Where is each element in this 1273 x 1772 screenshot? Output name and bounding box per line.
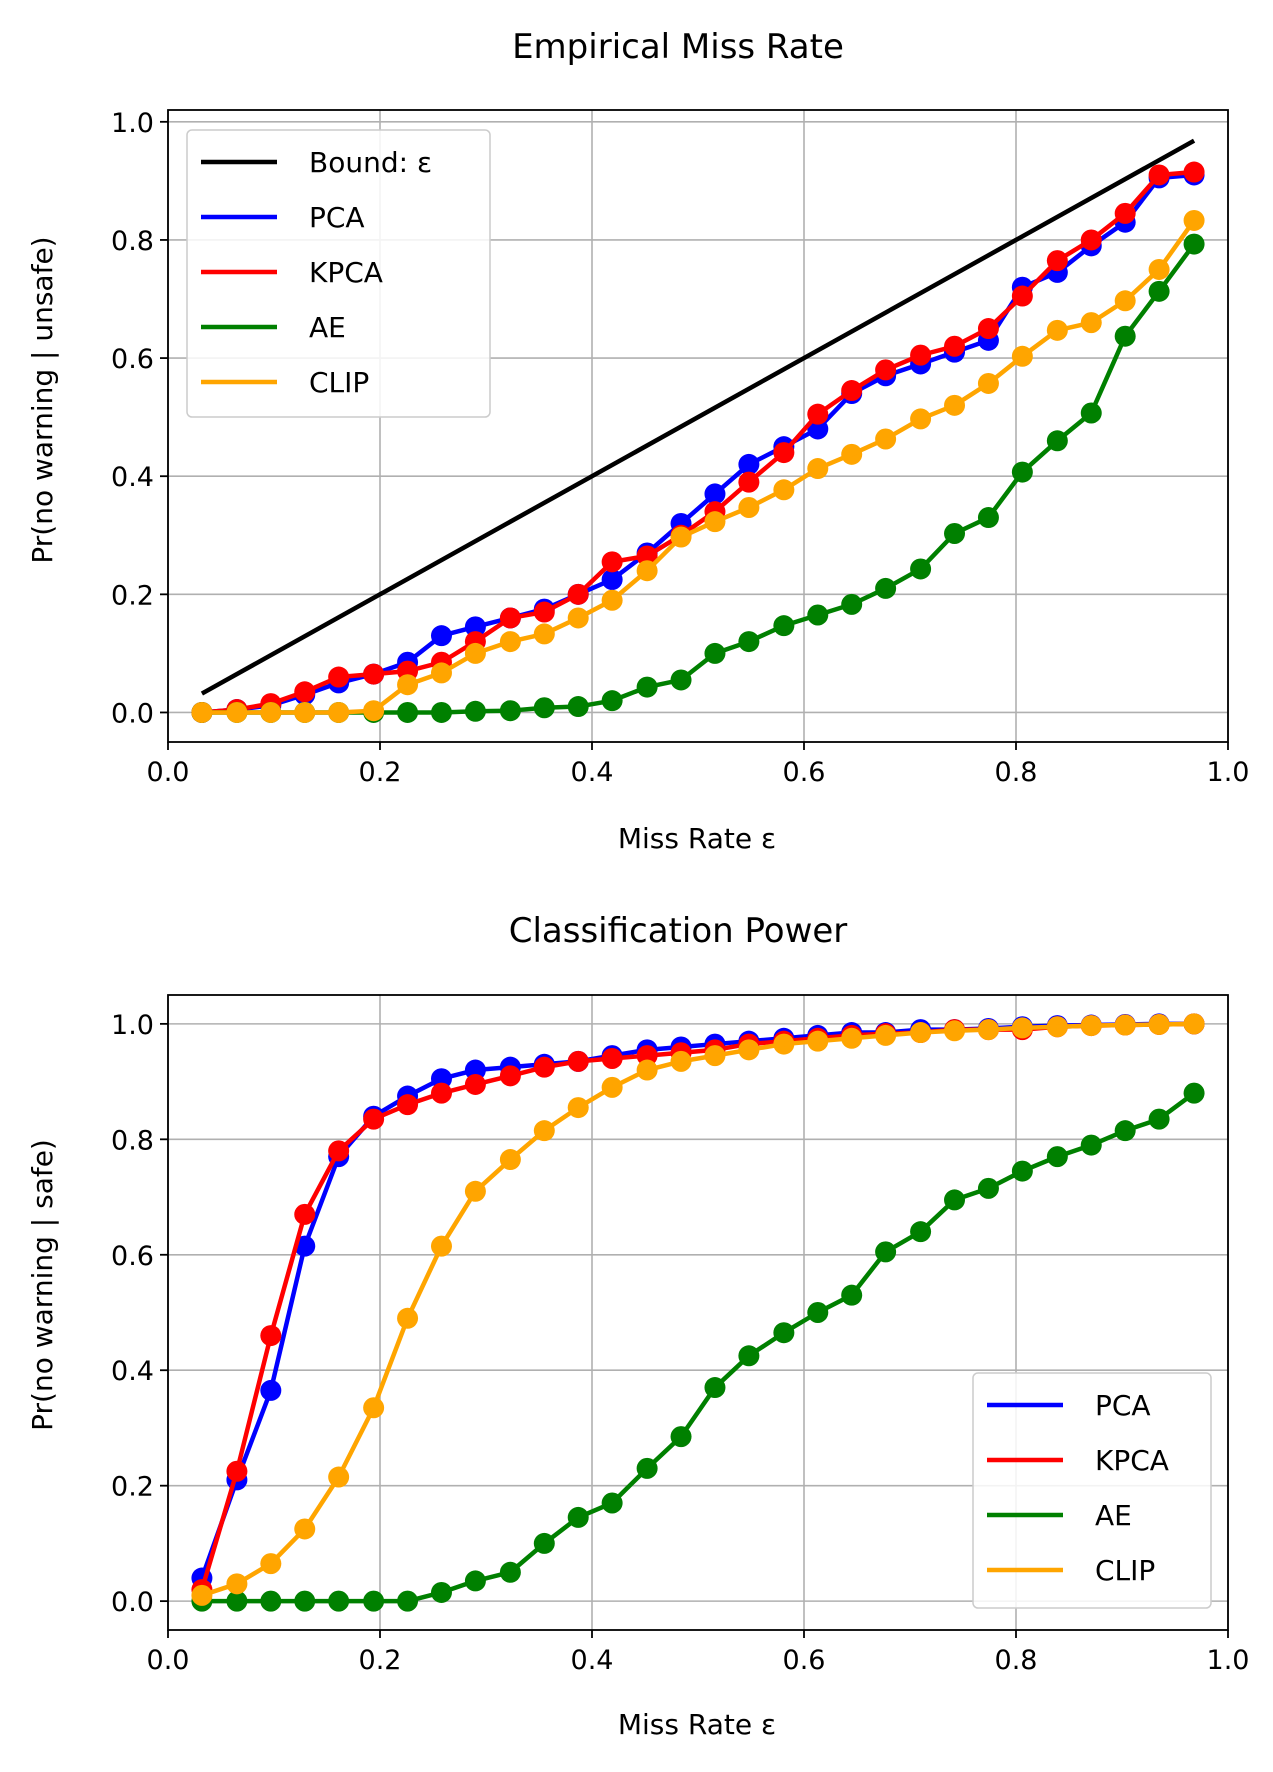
x-tick-label: 0.4 — [571, 757, 614, 788]
series-line-clip — [201, 219, 1196, 715]
x-tick-label: 1.0 — [1207, 1645, 1250, 1676]
y-tick-label: 0.6 — [111, 1241, 154, 1272]
legend-label: KPCA — [1095, 1444, 1169, 1477]
legend-label: CLIP — [309, 366, 369, 399]
legend-label: PCA — [309, 201, 365, 234]
legend-box — [186, 129, 491, 418]
x-axis-label: Miss Rate ε — [618, 1708, 776, 1741]
y-tick-label: 0.0 — [111, 698, 154, 729]
y-axis-label: Pr(no warning | unsafe) — [26, 236, 59, 563]
y-tick-label: 0.8 — [111, 1125, 154, 1156]
series-clip — [191, 209, 1205, 723]
x-tick-label: 1.0 — [1207, 757, 1250, 788]
legend-label: KPCA — [309, 256, 383, 289]
legend-label: PCA — [1095, 1389, 1151, 1422]
y-axis-label: Pr(no warning | safe) — [26, 1139, 59, 1431]
plot-data — [191, 138, 1205, 723]
bound-line — [200, 138, 1196, 696]
y-tick-label: 0.0 — [111, 1587, 154, 1618]
y-tick-label: 1.0 — [111, 108, 154, 139]
legend: PCA KPCA AE CLIP — [972, 1372, 1212, 1609]
y-tick-label: 1.0 — [111, 1010, 154, 1041]
legend-label: CLIP — [1095, 1554, 1155, 1587]
x-tick-label: 0.8 — [995, 1645, 1038, 1676]
legend: Bound: ε PCA KPCA AE CLIP — [186, 129, 491, 418]
y-tick-label: 0.2 — [111, 1472, 154, 1503]
legend-label: Bound: ε — [309, 146, 432, 179]
x-tick-label: 0.4 — [571, 1645, 614, 1676]
plot-frame — [167, 109, 1229, 743]
series-line-clip — [201, 1021, 1195, 1598]
series-clip — [191, 1013, 1205, 1606]
series-line-ae — [201, 1091, 1196, 1604]
y-tick-label: 0.4 — [111, 1356, 154, 1387]
x-tick-label: 0.2 — [359, 757, 402, 788]
legend-label: AE — [309, 311, 346, 344]
chart-title: Classification Power — [509, 911, 848, 951]
x-tick-label: 0.6 — [783, 1645, 826, 1676]
chart-empirical-miss-rate: Empirical Miss Rate Miss Rate ε Pr(no wa… — [26, 27, 1249, 855]
chart-title: Empirical Miss Rate — [512, 27, 844, 67]
series-line-kpca — [201, 169, 1195, 715]
legend-label: AE — [1095, 1499, 1132, 1532]
x-tick-label: 0.0 — [147, 1645, 190, 1676]
x-tick-label: 0.2 — [359, 1645, 402, 1676]
y-tick-label: 0.2 — [111, 580, 154, 611]
x-tick-label: 0.0 — [147, 757, 190, 788]
chart-classification-power: Classification Power Miss Rate ε Pr(no w… — [26, 911, 1249, 1741]
y-tick-label: 0.4 — [111, 462, 154, 493]
y-tick-label: 0.6 — [111, 344, 154, 375]
plot-frame — [167, 994, 1229, 1631]
plot-data — [191, 1013, 1205, 1612]
x-axis-label: Miss Rate ε — [618, 822, 776, 855]
y-tick-label: 0.8 — [111, 226, 154, 257]
x-tick-label: 0.6 — [783, 757, 826, 788]
legend-box — [972, 1372, 1212, 1609]
x-tick-label: 0.8 — [995, 757, 1038, 788]
